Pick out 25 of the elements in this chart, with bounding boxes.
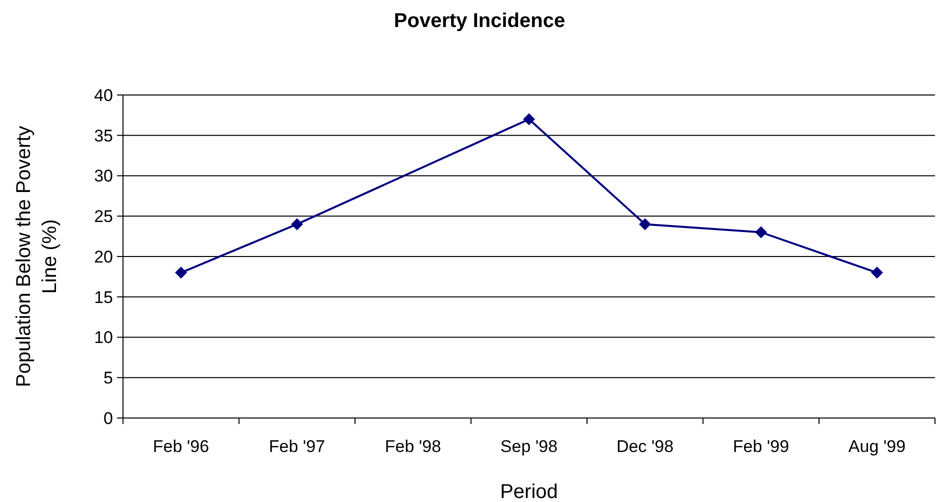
y-tick-label: 20 bbox=[94, 247, 113, 266]
y-axis-title: Population Below the Poverty Line (%) bbox=[13, 126, 61, 388]
y-tick-label: 15 bbox=[94, 288, 113, 307]
point bbox=[523, 113, 535, 126]
y-tick-label: 25 bbox=[94, 207, 113, 226]
x-tick-label: Feb '98 bbox=[384, 437, 442, 456]
y-tick-label: 5 bbox=[104, 368, 113, 388]
x-tick-label: Dec '98 bbox=[616, 437, 674, 456]
y-tick-label: 40 bbox=[94, 86, 113, 105]
y-tick-label: 30 bbox=[94, 166, 113, 186]
x-tick-label: Sep '98 bbox=[500, 437, 558, 456]
x-tick-label: Aug '99 bbox=[848, 437, 906, 456]
x-axis-title: Period bbox=[500, 481, 558, 502]
point bbox=[175, 266, 187, 279]
y-tick-label: 0 bbox=[104, 408, 113, 428]
point bbox=[639, 218, 651, 230]
point bbox=[755, 226, 767, 238]
x-tick-label: Feb '96 bbox=[152, 437, 210, 456]
point bbox=[871, 266, 883, 279]
x-tick-label: Feb '99 bbox=[732, 437, 790, 456]
y-tick-label: 35 bbox=[94, 126, 113, 146]
x-tick-label: Feb '97 bbox=[268, 437, 326, 456]
y-tick-label: 10 bbox=[94, 328, 113, 348]
point bbox=[291, 218, 303, 230]
chart-title: Poverty Incidence bbox=[394, 10, 566, 32]
